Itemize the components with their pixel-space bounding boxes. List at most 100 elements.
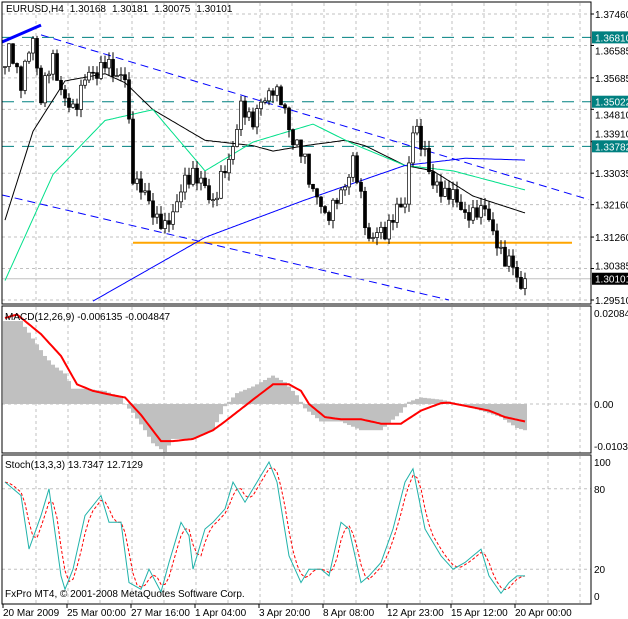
bull-candle (523, 278, 527, 289)
bear-candle (127, 79, 131, 120)
bear-candle (459, 201, 463, 210)
macd-histogram-bar (471, 404, 475, 408)
bull-candle (443, 187, 447, 197)
macd-histogram-bar (55, 367, 59, 404)
macd-histogram-bar (235, 393, 239, 404)
bull-candle (119, 74, 123, 77)
level-label: 1.36810 (595, 33, 628, 44)
bull-candle (407, 162, 411, 205)
current-price-label: 1.30101 (595, 275, 628, 286)
macd-histogram-bar (519, 404, 523, 430)
macd-histogram-bar (227, 401, 231, 404)
bull-candle (347, 176, 351, 188)
stoch-signal-line (4, 467, 526, 591)
macd-histogram-bar (167, 404, 171, 446)
bear-candle (251, 111, 255, 128)
macd-histogram-bar (147, 404, 151, 437)
bull-candle (3, 66, 7, 68)
macd-histogram-bar (299, 401, 303, 404)
bear-candle (431, 171, 435, 186)
bull-candle (83, 79, 87, 86)
macd-histogram-bar (3, 321, 7, 404)
panel-frames (1, 1, 592, 605)
bear-candle (203, 177, 207, 187)
macd-histogram-bar (47, 360, 51, 404)
bear-candle (355, 155, 359, 183)
macd-histogram-bar (283, 382, 287, 404)
bull-candle (171, 211, 175, 225)
macd-histogram-bar (247, 388, 251, 404)
macd-histogram-bar (523, 404, 527, 431)
bear-candle (367, 227, 371, 239)
bear-candle (147, 190, 151, 202)
bear-candle (59, 80, 63, 90)
macd-histogram-bar (495, 404, 499, 416)
macd-histogram-bar (63, 373, 67, 404)
macd-histogram-bar (371, 404, 375, 431)
bear-candle (467, 212, 471, 221)
macd-panel[interactable] (3, 313, 527, 453)
macd-signal-line (4, 313, 526, 443)
macd-histogram-bar (499, 404, 503, 418)
bear-candle (35, 38, 39, 69)
level-label: 1.33782 (595, 142, 628, 153)
bear-candle (391, 220, 395, 223)
open-value: 1.30168 (69, 4, 106, 15)
time-axis-label: 20 Mar 2009 (3, 608, 60, 619)
time-axis-label: 25 Mar 00:00 (67, 608, 126, 619)
macd-histogram-bar (15, 321, 19, 404)
macd-histogram-bar (463, 404, 467, 406)
macd-histogram-bar (375, 404, 379, 431)
bull-candle (143, 190, 147, 193)
bear-candle (67, 97, 71, 108)
bull-candle (215, 197, 219, 201)
bull-candle (395, 203, 399, 223)
price-panel[interactable] (1, 23, 591, 302)
macd-histogram-bar (19, 321, 23, 404)
stoch-main-line (4, 460, 525, 595)
macd-histogram-bar (435, 399, 439, 404)
macd-histogram-bar (171, 404, 175, 439)
bear-candle (483, 205, 487, 210)
stoch-panel[interactable] (4, 460, 526, 595)
macd-histogram-bar (179, 404, 183, 439)
stoch-tick-label: 20 (594, 565, 606, 576)
bull-candle (247, 111, 251, 118)
bear-candle (315, 188, 319, 198)
price-tick-label: 1.31260 (595, 233, 628, 244)
macd-histogram-bar (287, 386, 291, 404)
bull-candle (339, 189, 343, 204)
macd-histogram-bar (491, 404, 495, 415)
bear-candle (327, 212, 331, 221)
macd-histogram-bar (291, 390, 295, 404)
macd-histogram-bar (395, 404, 399, 417)
bear-candle (419, 125, 423, 150)
bear-candle (487, 208, 491, 221)
macd-histogram-bar (479, 404, 483, 411)
macd-histogram-bar (7, 321, 11, 404)
bear-candle (279, 86, 283, 106)
bear-candle (511, 255, 515, 268)
bear-candle (55, 53, 59, 81)
level-label: 1.35022 (595, 98, 628, 109)
bull-candle (275, 86, 279, 96)
macd-histogram-bar (71, 388, 75, 404)
bull-candle (227, 159, 231, 174)
bull-candle (155, 213, 159, 218)
macd-histogram-bar (419, 397, 423, 404)
macd-histogram-bar (87, 389, 91, 404)
macd-histogram-bar (31, 338, 35, 404)
bear-candle (91, 71, 95, 74)
bear-candle (111, 59, 115, 77)
bear-candle (283, 104, 287, 109)
moving-average-line (92, 157, 526, 302)
macd-histogram-bar (351, 404, 355, 427)
bull-candle (451, 189, 455, 200)
bull-candle (107, 59, 111, 69)
macd-histogram-bar (75, 388, 79, 404)
bear-candle (123, 74, 127, 81)
bull-candle (27, 52, 31, 62)
macd-histogram-bar (295, 395, 299, 404)
bear-candle (463, 209, 467, 213)
